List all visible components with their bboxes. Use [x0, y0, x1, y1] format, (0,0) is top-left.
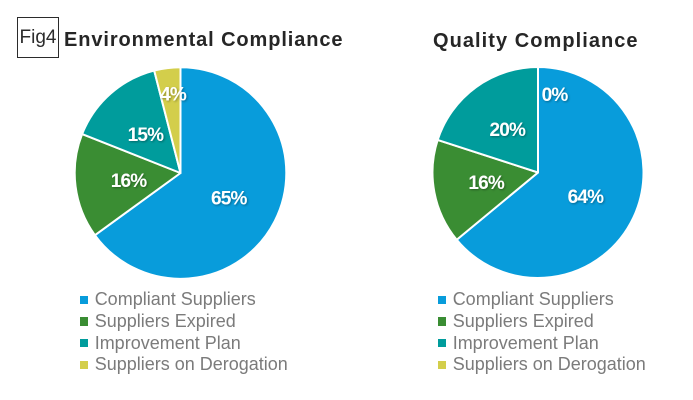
- svg-text:65%: 65%: [211, 189, 248, 210]
- svg-text:20%: 20%: [489, 120, 526, 141]
- svg-text:4%: 4%: [160, 84, 187, 105]
- svg-text:15%: 15%: [128, 125, 165, 146]
- svg-text:16%: 16%: [468, 173, 505, 194]
- svg-text:0%: 0%: [542, 85, 569, 106]
- svg-text:16%: 16%: [111, 171, 148, 192]
- svg-text:64%: 64%: [568, 187, 605, 208]
